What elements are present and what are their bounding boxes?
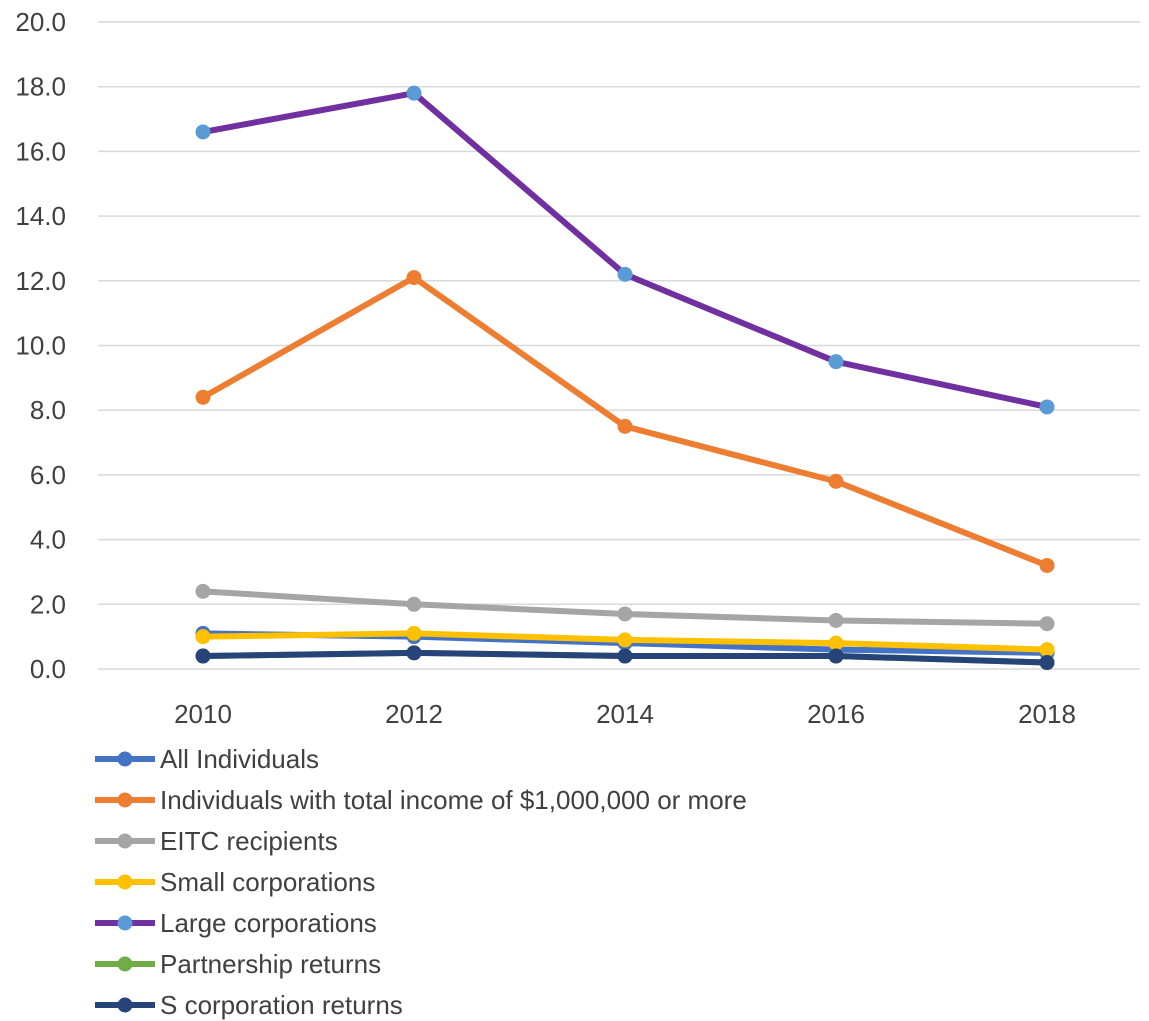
data-point	[828, 612, 844, 628]
data-point	[617, 606, 633, 622]
data-point	[1039, 399, 1055, 415]
x-tick-label: 2012	[385, 699, 443, 729]
data-point	[195, 629, 211, 645]
data-point	[406, 270, 422, 286]
y-tick-label: 12.0	[15, 266, 66, 296]
legend-label: All Individuals	[160, 744, 319, 774]
series-3	[195, 625, 1055, 658]
data-point	[406, 625, 422, 641]
legend-label: Individuals with total income of $1,000,…	[160, 785, 747, 815]
x-tick-label: 2018	[1018, 699, 1076, 729]
legend: All Individuals Individuals with total in…	[95, 744, 747, 1020]
legend-label: Partnership returns	[160, 949, 381, 979]
data-point	[406, 645, 422, 661]
legend-swatch-marker	[117, 792, 133, 808]
data-point	[828, 648, 844, 664]
data-point	[195, 389, 211, 405]
legend-label: Large corporations	[160, 908, 377, 938]
data-point	[617, 632, 633, 648]
series-group	[195, 85, 1055, 671]
y-tick-label: 14.0	[15, 201, 66, 231]
data-point	[406, 596, 422, 612]
legend-label: Small corporations	[160, 867, 375, 897]
legend-label: S corporation returns	[160, 990, 403, 1020]
legend-swatch-marker	[117, 751, 133, 767]
y-tick-label: 4.0	[30, 525, 66, 555]
data-point	[195, 124, 211, 140]
y-tick-label: 20.0	[15, 7, 66, 37]
data-point	[828, 473, 844, 489]
y-tick-label: 0.0	[30, 654, 66, 684]
legend-swatch-marker	[117, 956, 133, 972]
data-point	[406, 85, 422, 101]
data-point	[1039, 616, 1055, 632]
data-point	[1039, 655, 1055, 671]
legend-item: Small corporations	[95, 867, 375, 897]
legend-item: S corporation returns	[95, 990, 403, 1020]
x-axis-tick-labels: 2010 2012 2014 2016 2018	[174, 699, 1076, 729]
y-axis-tick-labels: 0.0 2.0 4.0 6.0 8.0 10.0 12.0 14.0 16.0 18.0 20.0	[15, 7, 66, 684]
x-tick-label: 2016	[807, 699, 865, 729]
legend-item: All Individuals	[95, 744, 319, 774]
legend-swatch-marker	[117, 997, 133, 1013]
x-tick-label: 2014	[596, 699, 654, 729]
legend-item: Partnership returns	[95, 949, 381, 979]
y-tick-label: 10.0	[15, 331, 66, 361]
data-point	[1039, 557, 1055, 573]
series-4	[195, 85, 1055, 415]
legend-item: Individuals with total income of $1,000,…	[95, 785, 747, 815]
legend-swatch-marker	[117, 915, 133, 931]
data-point	[617, 266, 633, 282]
data-point	[195, 648, 211, 664]
series-2	[195, 583, 1055, 632]
y-tick-label: 18.0	[15, 72, 66, 102]
y-tick-label: 16.0	[15, 136, 66, 166]
data-point	[195, 583, 211, 599]
data-point	[828, 354, 844, 370]
series-6	[195, 645, 1055, 671]
legend-item: EITC recipients	[95, 826, 338, 856]
x-tick-label: 2010	[174, 699, 232, 729]
data-point	[617, 648, 633, 664]
y-tick-label: 2.0	[30, 589, 66, 619]
y-tick-label: 8.0	[30, 395, 66, 425]
legend-label: EITC recipients	[160, 826, 338, 856]
gridlines	[98, 21, 1140, 606]
legend-item: Large corporations	[95, 908, 377, 938]
series-1	[195, 270, 1055, 573]
legend-swatch-marker	[117, 874, 133, 890]
y-tick-label: 6.0	[30, 460, 66, 490]
legend-swatch-marker	[117, 833, 133, 849]
data-point	[617, 418, 633, 434]
data-point	[1039, 642, 1055, 658]
series-line	[200, 90, 1050, 410]
data-point	[828, 635, 844, 651]
